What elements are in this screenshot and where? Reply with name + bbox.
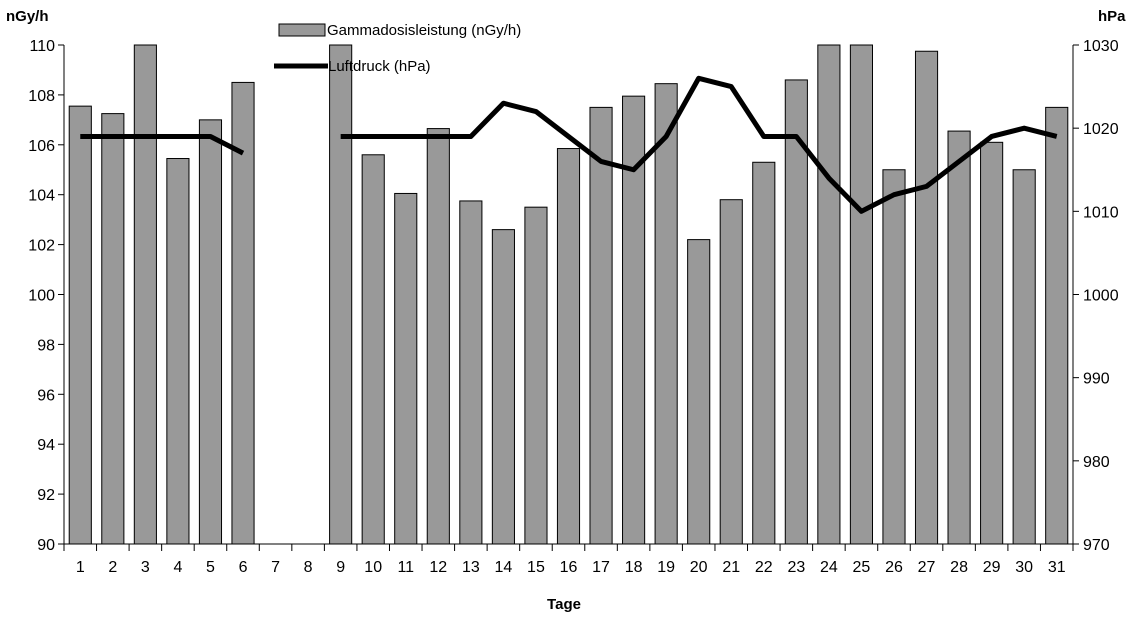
bar (394, 192, 418, 545)
y-right-tick-label: 1000 (1083, 288, 1119, 305)
x-tick-label: 25 (853, 559, 871, 576)
bar (361, 154, 385, 545)
y-right-tick-label: 1020 (1083, 121, 1119, 138)
x-tick-label: 15 (527, 559, 545, 576)
bar (589, 106, 613, 545)
bar (849, 44, 873, 545)
y-left-tick-label: 90 (37, 537, 55, 554)
bar (556, 148, 581, 545)
y-left-tick-label: 104 (28, 188, 55, 205)
bar (654, 83, 678, 545)
x-tick-label: 5 (206, 559, 215, 576)
bars-layer (68, 44, 1069, 545)
x-tick-label: 29 (983, 559, 1001, 576)
x-tick-label: 14 (495, 559, 513, 576)
x-tick-label: 24 (820, 559, 838, 576)
y-left-tick-label: 92 (37, 487, 55, 504)
bar (459, 200, 483, 545)
bar (817, 44, 841, 545)
bar (329, 44, 353, 545)
line-layer (80, 75, 1058, 214)
bar (687, 239, 711, 545)
left-axis-unit: nGy/h (6, 8, 49, 25)
x-tick-label: 26 (885, 559, 903, 576)
bar (101, 113, 125, 545)
x-tick-label: 3 (141, 559, 150, 576)
x-tick-label: 8 (304, 559, 313, 576)
x-tick-label: 10 (364, 559, 382, 576)
x-tick-label: 9 (336, 559, 345, 576)
bar (980, 141, 1004, 545)
bar (947, 130, 971, 545)
x-tick-label: 18 (625, 559, 643, 576)
pressure-line (80, 133, 245, 156)
x-tick-label: 21 (722, 559, 740, 576)
bar (1045, 106, 1069, 545)
y-left-tick-label: 110 (29, 38, 55, 55)
y-left-tick-label: 96 (37, 387, 55, 404)
x-tick-label: 6 (239, 559, 248, 576)
y-left-tick-label: 100 (28, 288, 55, 305)
x-tick-label: 11 (397, 559, 414, 576)
y-right-tick-label: 1010 (1083, 204, 1119, 221)
ticks-layer: 1 2 3 4 5 6 7 8 9 10 11 12 13 14 15 16 17 18 19 20 21 22 23 24 2… (28, 38, 1118, 576)
x-tick-label: 7 (271, 559, 280, 576)
bar (719, 199, 743, 545)
x-tick-label: 28 (950, 559, 968, 576)
y-left-tick-label: 102 (28, 238, 55, 255)
bar (166, 158, 190, 545)
y-left-tick-label: 98 (37, 337, 55, 354)
bar (198, 119, 223, 545)
x-tick-label: 13 (462, 559, 480, 576)
pressure-line (340, 75, 1058, 214)
x-tick-label: 31 (1048, 559, 1066, 576)
bar (68, 105, 92, 545)
x-tick-label: 17 (592, 559, 610, 576)
bar (491, 229, 515, 545)
x-tick-label: 22 (755, 559, 773, 576)
bar (524, 206, 548, 545)
bar (914, 50, 939, 545)
x-tick-label: 19 (657, 559, 675, 576)
x-tick-label: 30 (1015, 559, 1033, 576)
bar (882, 169, 906, 545)
x-tick-label: 1 (76, 559, 85, 576)
x-tick-label: 23 (787, 559, 805, 576)
bar (426, 128, 450, 545)
legend-bar-label: Gammadosisleistung (nGy/h) (327, 22, 521, 39)
bar (752, 161, 776, 545)
legend: Gammadosisleistung (nGy/h) Luftdruck (hP… (274, 22, 521, 75)
y-right-tick-label: 970 (1083, 537, 1110, 554)
legend-line-label: Luftdruck (hPa) (328, 58, 431, 75)
y-right-tick-label: 990 (1083, 371, 1110, 388)
bar (1012, 169, 1036, 545)
y-left-tick-label: 106 (28, 138, 55, 155)
x-tick-label: 4 (173, 559, 182, 576)
y-left-tick-label: 108 (28, 88, 55, 105)
bar (133, 44, 157, 545)
legend-bar-swatch (278, 23, 326, 37)
right-axis-unit: hPa (1098, 8, 1126, 25)
y-left-tick-label: 94 (37, 437, 55, 454)
x-tick-label: 12 (429, 559, 447, 576)
y-right-tick-label: 980 (1083, 454, 1110, 471)
x-tick-label: 16 (560, 559, 578, 576)
x-tick-label: 2 (108, 559, 117, 576)
y-right-tick-label: 1030 (1083, 38, 1119, 55)
x-tick-label: 27 (918, 559, 936, 576)
x-axis-title: Tage (547, 596, 581, 613)
x-tick-label: 20 (690, 559, 708, 576)
